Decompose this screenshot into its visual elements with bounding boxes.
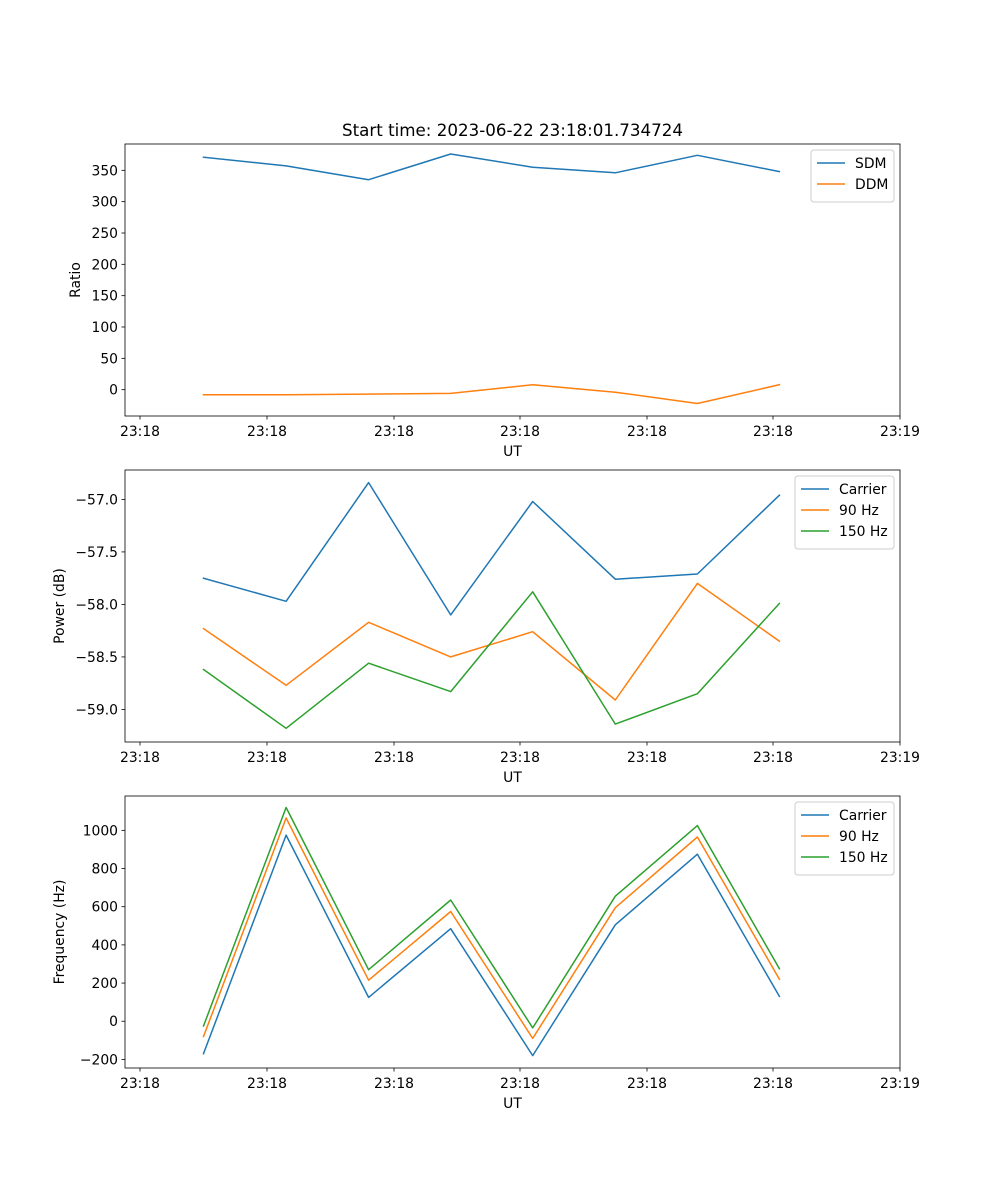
figure-title: Start time: 2023-06-22 23:18:01.734724 xyxy=(342,120,683,140)
x-tick-label: 23:18 xyxy=(627,1076,667,1092)
legend-label: 90 Hz xyxy=(839,829,879,845)
y-tick-label: 150 xyxy=(91,289,118,305)
x-tick-label: 23:19 xyxy=(880,1076,920,1092)
y-tick-label: 1000 xyxy=(83,823,118,839)
x-tick-label: 23:18 xyxy=(627,750,667,766)
x-tick-label: 23:18 xyxy=(120,424,160,440)
legend-label: Carrier xyxy=(839,482,887,498)
legend-label: 150 Hz xyxy=(839,850,888,866)
plots: 23:18 23:18 23:18 23:18 23:18 23:18 23:19 0 50 10… xyxy=(52,143,920,1112)
y-tick-label: 250 xyxy=(91,226,118,242)
subplot-1: 23:18 23:18 23:18 23:18 23:18 23:18 23:19 0 50 10… xyxy=(68,143,920,460)
x-tick-label: 23:18 xyxy=(500,750,540,766)
legend-label: SDM xyxy=(855,156,887,172)
y-tick-label: 200 xyxy=(91,257,118,273)
x-tick-label: 23:18 xyxy=(753,750,793,766)
x-tick-label: 23:18 xyxy=(247,424,287,440)
y-axis-label: Ratio xyxy=(68,262,84,298)
y-tick-label: −58.5 xyxy=(75,650,118,666)
axes-frame xyxy=(124,469,901,743)
x-tick-label: 23:19 xyxy=(880,750,920,766)
y-tick-label: 0 xyxy=(109,1014,118,1030)
legend: Carrier 90 Hz 150 Hz xyxy=(794,475,895,550)
y-tick-label: 350 xyxy=(91,163,118,179)
y-tick-label: −200 xyxy=(80,1052,118,1068)
legend-label: DDM xyxy=(855,177,888,193)
axes-frame xyxy=(124,795,901,1069)
series-line-sdm xyxy=(202,153,781,181)
series-line-90-hz xyxy=(202,582,781,701)
series-line-carrier xyxy=(202,834,781,1057)
series-line-150-hz xyxy=(202,591,781,730)
subplot-2: 23:18 23:18 23:18 23:18 23:18 23:18 23:19 −59.0… xyxy=(52,469,920,786)
x-tick-label: 23:18 xyxy=(374,750,414,766)
x-axis-label: UT xyxy=(503,444,522,460)
subplot-3: 23:18 23:18 23:18 23:18 23:18 23:18 23:19 −200 0… xyxy=(52,795,920,1112)
y-tick-label: 50 xyxy=(100,351,118,367)
x-tick-label: 23:18 xyxy=(247,1076,287,1092)
series-line-carrier xyxy=(202,481,781,616)
y-tick-label: −57.0 xyxy=(75,492,118,508)
y-tick-label: 100 xyxy=(91,320,118,336)
y-tick-label: −57.5 xyxy=(75,545,118,561)
y-tick-label: 800 xyxy=(91,862,118,878)
x-tick-label: 23:18 xyxy=(500,424,540,440)
x-tick-label: 23:18 xyxy=(500,1076,540,1092)
x-tick-label: 23:19 xyxy=(880,424,920,440)
y-tick-label: −59.0 xyxy=(75,702,118,718)
legend-label: Carrier xyxy=(839,808,887,824)
x-axis-label: UT xyxy=(503,770,522,786)
series-line-150-hz xyxy=(202,806,781,1029)
y-tick-label: −58.0 xyxy=(75,597,118,613)
x-tick-label: 23:18 xyxy=(627,424,667,440)
y-tick-label: 300 xyxy=(91,195,118,211)
y-tick-label: 400 xyxy=(91,938,118,954)
y-axis-label: Frequency (Hz) xyxy=(52,880,68,985)
x-tick-label: 23:18 xyxy=(120,750,160,766)
x-axis-label: UT xyxy=(503,1096,522,1112)
legend: SDM DDM xyxy=(810,149,895,203)
x-tick-label: 23:18 xyxy=(247,750,287,766)
y-tick-label: 200 xyxy=(91,976,118,992)
axes-frame xyxy=(124,143,901,417)
series-line-ddm xyxy=(202,383,781,405)
legend: Carrier 90 Hz 150 Hz xyxy=(794,801,895,876)
y-tick-label: 0 xyxy=(109,383,118,399)
legend-label: 150 Hz xyxy=(839,524,888,540)
series-line-90-hz xyxy=(202,817,781,1040)
x-tick-label: 23:18 xyxy=(753,1076,793,1092)
x-tick-label: 23:18 xyxy=(374,424,414,440)
y-axis-label: Power (dB) xyxy=(52,568,68,644)
x-tick-label: 23:18 xyxy=(753,424,793,440)
legend-label: 90 Hz xyxy=(839,503,879,519)
x-tick-label: 23:18 xyxy=(120,1076,160,1092)
x-tick-label: 23:18 xyxy=(374,1076,414,1092)
y-tick-label: 600 xyxy=(91,900,118,916)
